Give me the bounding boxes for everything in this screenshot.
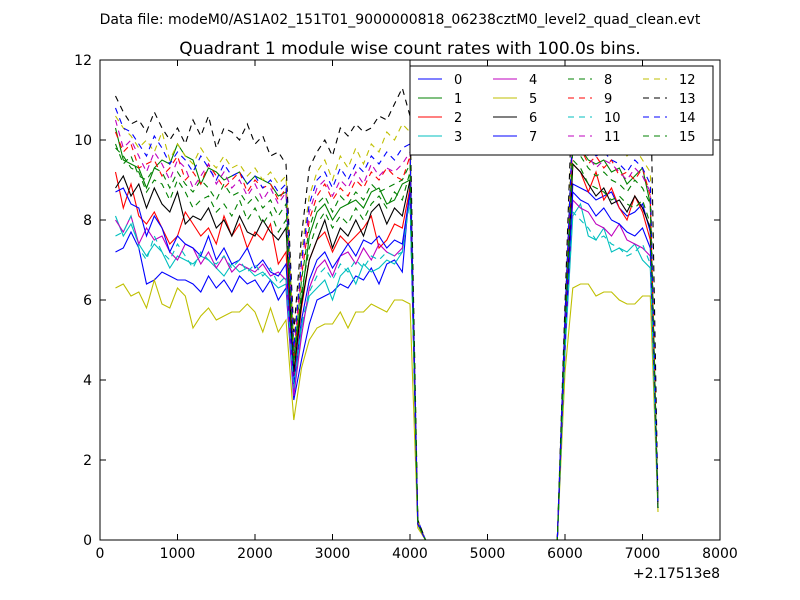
series-3-line xyxy=(114,195,659,541)
series-10-line xyxy=(115,199,659,541)
legend-label-13: 13 xyxy=(679,92,696,107)
y-tick-label: 10 xyxy=(74,133,92,149)
x-tick-label: 4000 xyxy=(392,546,428,562)
series-15-line xyxy=(114,143,659,541)
series-6-line xyxy=(115,162,659,541)
legend-label-0: 0 xyxy=(454,73,462,88)
x-tick-label: 0 xyxy=(96,546,105,562)
series-4-line xyxy=(115,191,659,541)
legend-label-15: 15 xyxy=(679,130,696,145)
chart-title: Quadrant 1 module wise count rates with … xyxy=(179,39,640,59)
legend-label-3: 3 xyxy=(454,130,462,145)
legend-label-8: 8 xyxy=(604,73,612,88)
x-tick-label: 2000 xyxy=(237,546,273,562)
y-tick-label: 4 xyxy=(83,373,92,389)
legend-label-6: 6 xyxy=(529,111,537,126)
series-12-line xyxy=(115,106,659,541)
x-tick-label: 6000 xyxy=(547,546,583,562)
y-tick-label: 2 xyxy=(83,453,92,469)
series-layer xyxy=(114,71,659,541)
legend-label-4: 4 xyxy=(529,73,537,88)
y-tick-label: 0 xyxy=(83,533,92,549)
series-9-line xyxy=(114,131,659,541)
ticks-layer: 0 1000 2000 3000 4000 5000 6000 7000 80000246810… xyxy=(74,53,738,562)
y-tick-label: 8 xyxy=(83,213,92,229)
series-2-line xyxy=(114,162,659,541)
y-tick-label: 12 xyxy=(74,53,92,69)
legend-label-9: 9 xyxy=(604,92,612,107)
legend-label-5: 5 xyxy=(529,92,537,107)
x-tick-label: 1000 xyxy=(160,546,196,562)
x-offset-label: +2.17513e8 xyxy=(633,566,720,582)
series-13-line xyxy=(115,71,659,541)
series-1-line xyxy=(114,127,659,541)
legend-label-10: 10 xyxy=(604,111,621,126)
series-0-line xyxy=(115,183,659,541)
legend-label-2: 2 xyxy=(454,111,462,126)
legend-label-12: 12 xyxy=(679,73,696,88)
series-11-line xyxy=(114,119,659,541)
series-5-line xyxy=(115,278,659,541)
legend-label-11: 11 xyxy=(604,130,621,145)
x-tick-label: 3000 xyxy=(315,546,351,562)
x-tick-label: 5000 xyxy=(470,546,506,562)
y-tick-label: 6 xyxy=(83,293,92,309)
legend-label-1: 1 xyxy=(454,92,462,107)
legend-frame xyxy=(409,65,714,156)
x-tick-label: 7000 xyxy=(625,546,661,562)
x-tick-label: 8000 xyxy=(702,546,738,562)
legend-label-14: 14 xyxy=(679,111,696,126)
suptitle: Data file: modeM0/AS1A02_151T01_90000008… xyxy=(100,12,701,28)
legend-label-7: 7 xyxy=(529,130,537,145)
series-7-line xyxy=(115,187,659,541)
series-8-line xyxy=(115,147,659,541)
